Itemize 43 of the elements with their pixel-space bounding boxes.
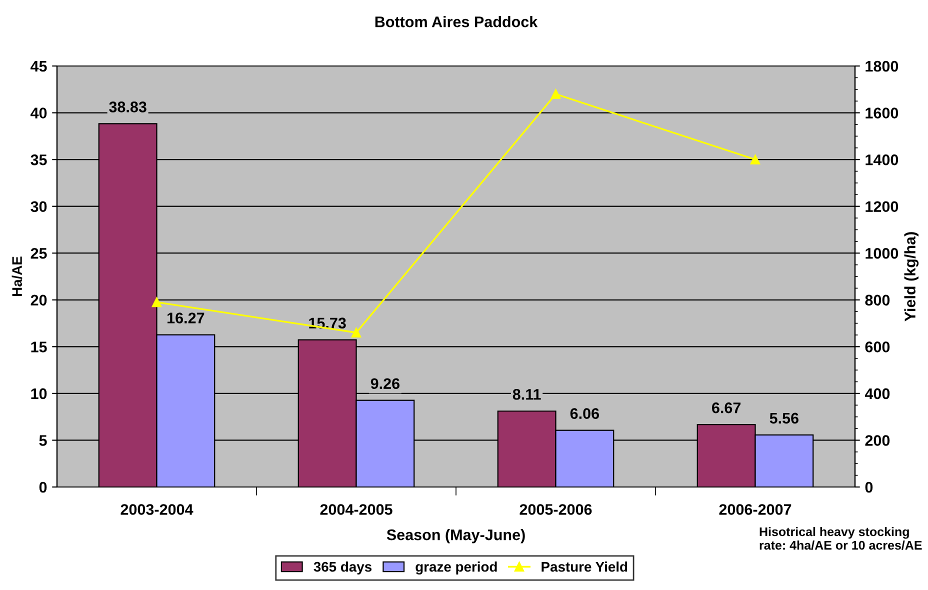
data-label: 8.11: [512, 388, 541, 400]
y-tick-label: 25: [30, 248, 47, 259]
y-tick-label: 30: [30, 201, 47, 212]
y2-tick-label: 400: [864, 388, 890, 400]
data-label: 6.06: [570, 408, 599, 419]
point: [152, 297, 162, 308]
point: [351, 328, 362, 338]
x-axis-title: Season (May-June): [386, 529, 525, 544]
x-tick-label: 2004-2005: [320, 504, 392, 515]
data-label: 38.83: [109, 102, 146, 112]
chart-title: Bottom Aires Paddock: [375, 16, 538, 28]
y2-tick-label: 1600: [866, 108, 898, 118]
y2-tick-label: 1400: [866, 154, 898, 166]
point: [550, 89, 561, 99]
y-tick-label: 15: [31, 342, 47, 352]
y2-axis-title: Yield (kg/ha): [904, 232, 919, 322]
y-tick-label: 10: [31, 388, 47, 400]
point: [750, 154, 760, 164]
y-tick-label: 0: [39, 482, 47, 493]
text: Hisotrical heavy stocking rate: 4ha/AE or 10 acres/AE: [760, 527, 922, 550]
y-tick-label: 20: [30, 294, 47, 306]
x-tick-label: 2006-2007: [719, 504, 792, 515]
y-tick-label: 40: [30, 108, 47, 118]
y-tick-label: 35: [30, 154, 47, 166]
y2-tick-label: 1000: [866, 248, 898, 259]
y-tick-label: 5: [39, 435, 47, 446]
y2-tick-label: 800: [865, 294, 890, 306]
data-label: 6.67: [712, 402, 741, 414]
legend-label: 365 days: [314, 562, 372, 574]
y-axis-title: Ha/AE: [12, 256, 22, 296]
data-label: 5.56: [770, 412, 798, 424]
x-tick-label: 2005-2006: [520, 504, 592, 515]
data-label: 9.26: [370, 378, 400, 390]
legend-label: graze period: [416, 562, 497, 575]
data-label: 16.27: [168, 312, 204, 324]
y-tick-label: 45: [30, 61, 47, 72]
y2-tick-label: 1800: [866, 60, 898, 72]
x-tick-label: 2003-2004: [120, 504, 194, 515]
y2-tick-label: 600: [865, 342, 890, 352]
legend-label: Pasture Yield: [542, 562, 628, 572]
y2-tick-label: 200: [865, 435, 890, 446]
y2-tick-label: 1200: [866, 201, 898, 212]
y2-tick-label: 0: [865, 482, 873, 493]
